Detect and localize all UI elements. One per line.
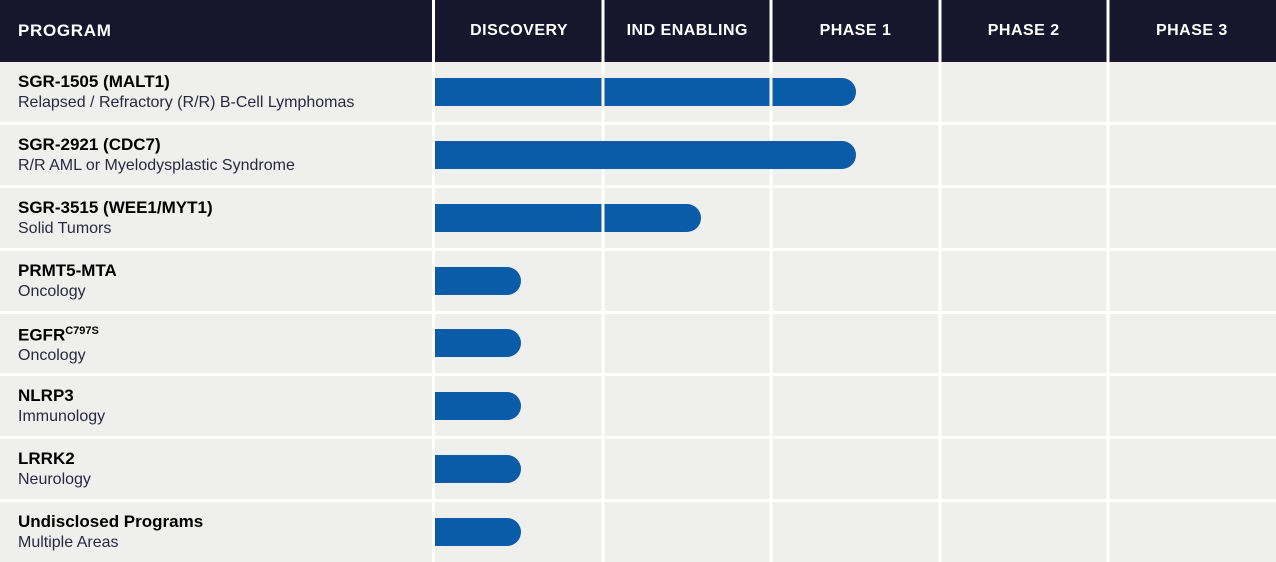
program-cell: Undisclosed Programs Multiple Areas bbox=[0, 502, 432, 562]
column-separator bbox=[1106, 0, 1110, 62]
header-row: PROGRAM DISCOVERY IND ENABLING PHASE 1 P… bbox=[0, 0, 1276, 62]
progress-bar bbox=[435, 392, 521, 421]
column-separator bbox=[601, 502, 605, 562]
progress-bar bbox=[435, 203, 701, 232]
program-cell: LRRK2 Neurology bbox=[0, 439, 432, 500]
progress-bar bbox=[435, 518, 521, 547]
column-separator bbox=[938, 187, 942, 248]
program-subtitle: Oncology bbox=[18, 282, 86, 300]
progress-track bbox=[435, 250, 1276, 311]
column-separator bbox=[1106, 124, 1110, 185]
program-subtitle: R/R AML or Myelodysplastic Syndrome bbox=[18, 156, 295, 174]
column-separator bbox=[769, 250, 773, 311]
program-cell: EGFRC797S Oncology bbox=[0, 313, 432, 374]
column-separator bbox=[1106, 502, 1110, 562]
program-title: Undisclosed Programs bbox=[18, 512, 204, 532]
table-row: EGFRC797S Oncology bbox=[0, 313, 1276, 374]
column-separator bbox=[938, 313, 942, 374]
progress-bar bbox=[435, 329, 521, 358]
progress-bar bbox=[435, 266, 521, 295]
column-separator bbox=[601, 313, 605, 374]
program-title: SGR-1505 (MALT1) bbox=[18, 71, 170, 91]
column-separator bbox=[938, 62, 942, 122]
phase-header-discovery: DISCOVERY bbox=[435, 0, 604, 62]
table-row: Undisclosed Programs Multiple Areas bbox=[0, 502, 1276, 562]
column-separator bbox=[601, 250, 605, 311]
column-separator bbox=[601, 187, 605, 248]
column-separator bbox=[601, 62, 605, 122]
column-separator bbox=[1106, 439, 1110, 500]
program-title: LRRK2 bbox=[18, 449, 75, 469]
phase-headers: DISCOVERY IND ENABLING PHASE 1 PHASE 2 P… bbox=[435, 0, 1276, 62]
column-separator bbox=[769, 502, 773, 562]
phase-header-phase1: PHASE 1 bbox=[771, 0, 940, 62]
column-separator bbox=[938, 376, 942, 437]
program-column-header: PROGRAM bbox=[0, 0, 432, 62]
column-separator bbox=[1106, 187, 1110, 248]
program-subtitle: Solid Tumors bbox=[18, 219, 112, 237]
program-subtitle: Oncology bbox=[18, 347, 86, 365]
table-row: SGR-3515 (WEE1/MYT1) Solid Tumors bbox=[0, 187, 1276, 248]
column-separator bbox=[769, 62, 773, 122]
table-row: LRRK2 Neurology bbox=[0, 439, 1276, 500]
column-separator bbox=[938, 250, 942, 311]
progress-bar bbox=[435, 140, 857, 169]
progress-track bbox=[435, 313, 1276, 374]
column-separator bbox=[769, 0, 773, 62]
column-separator bbox=[938, 124, 942, 185]
phase-header-ind-enabling: IND ENABLING bbox=[603, 0, 772, 62]
column-separator bbox=[938, 502, 942, 562]
progress-track bbox=[435, 376, 1276, 437]
progress-track bbox=[435, 187, 1276, 248]
program-cell: NLRP3 Immunology bbox=[0, 376, 432, 437]
program-subtitle: Relapsed / Refractory (R/R) B-Cell Lymph… bbox=[18, 93, 355, 111]
phase-header-phase3: PHASE 3 bbox=[1107, 0, 1276, 62]
pipeline-rows: SGR-1505 (MALT1) Relapsed / Refractory (… bbox=[0, 62, 1276, 562]
progress-track bbox=[435, 62, 1276, 122]
program-cell: SGR-1505 (MALT1) Relapsed / Refractory (… bbox=[0, 62, 432, 122]
program-cell: SGR-3515 (WEE1/MYT1) Solid Tumors bbox=[0, 187, 432, 248]
column-separator bbox=[769, 313, 773, 374]
column-separator bbox=[601, 0, 605, 62]
column-separator bbox=[601, 439, 605, 500]
table-row: SGR-1505 (MALT1) Relapsed / Refractory (… bbox=[0, 62, 1276, 122]
progress-bar bbox=[435, 77, 857, 106]
table-row: NLRP3 Immunology bbox=[0, 376, 1276, 437]
column-separator bbox=[769, 187, 773, 248]
program-subtitle: Multiple Areas bbox=[18, 534, 119, 552]
column-separator bbox=[938, 439, 942, 500]
phase-header-phase2: PHASE 2 bbox=[939, 0, 1108, 62]
program-subtitle: Neurology bbox=[18, 471, 91, 489]
column-separator bbox=[938, 0, 942, 62]
column-separator bbox=[1106, 62, 1110, 122]
table-row: SGR-2921 (CDC7) R/R AML or Myelodysplast… bbox=[0, 124, 1276, 185]
program-title: SGR-2921 (CDC7) bbox=[18, 134, 161, 154]
progress-track bbox=[435, 439, 1276, 500]
progress-bar bbox=[435, 455, 521, 484]
progress-track bbox=[435, 502, 1276, 562]
program-title: EGFRC797S bbox=[18, 324, 99, 345]
column-separator bbox=[769, 439, 773, 500]
program-title: PRMT5-MTA bbox=[18, 260, 117, 280]
column-separator bbox=[601, 376, 605, 437]
program-cell: PRMT5-MTA Oncology bbox=[0, 250, 432, 311]
program-title: SGR-3515 (WEE1/MYT1) bbox=[18, 197, 213, 217]
program-cell: SGR-2921 (CDC7) R/R AML or Myelodysplast… bbox=[0, 124, 432, 185]
column-separator bbox=[1106, 250, 1110, 311]
program-title: NLRP3 bbox=[18, 386, 74, 406]
column-separator bbox=[1106, 313, 1110, 374]
column-separator bbox=[769, 376, 773, 437]
progress-track bbox=[435, 124, 1276, 185]
column-separator bbox=[1106, 376, 1110, 437]
program-title-superscript: C797S bbox=[65, 324, 99, 337]
table-row: PRMT5-MTA Oncology bbox=[0, 250, 1276, 311]
program-subtitle: Immunology bbox=[18, 408, 106, 426]
